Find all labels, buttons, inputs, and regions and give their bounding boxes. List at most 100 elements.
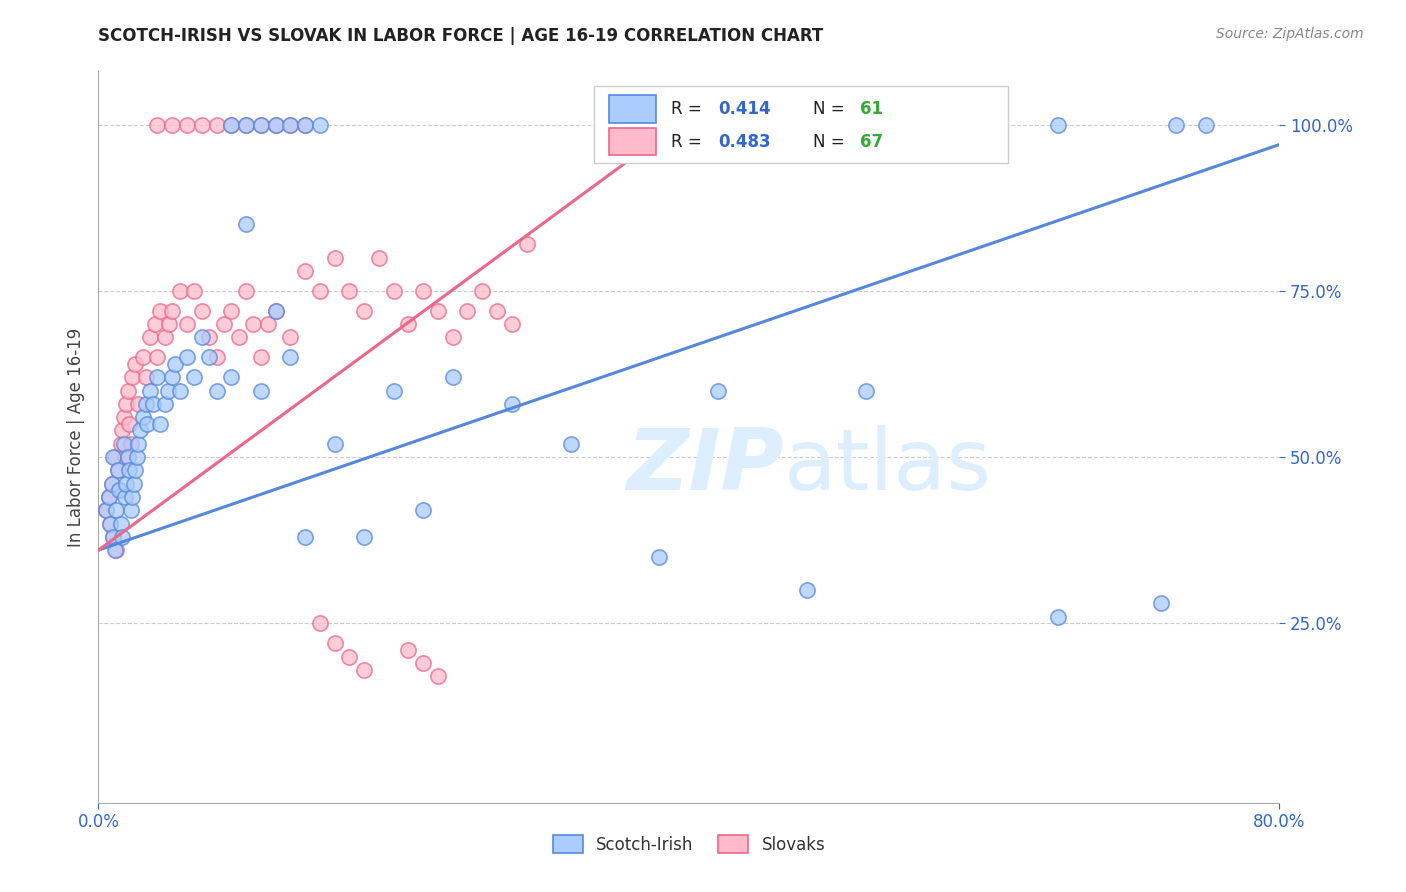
Point xyxy=(149,417,172,431)
Point xyxy=(235,217,257,231)
Point xyxy=(441,370,464,384)
FancyBboxPatch shape xyxy=(609,95,655,122)
Point xyxy=(191,303,214,318)
Point xyxy=(280,118,302,132)
Point xyxy=(105,543,128,558)
Point xyxy=(97,490,120,504)
Point xyxy=(205,118,228,132)
Point xyxy=(412,656,434,670)
Point xyxy=(121,370,143,384)
Point xyxy=(250,118,273,132)
Point xyxy=(294,264,316,278)
Point xyxy=(1166,118,1188,132)
Point xyxy=(146,351,169,365)
Text: N =: N = xyxy=(813,133,849,151)
Point xyxy=(112,436,135,450)
Point xyxy=(153,397,176,411)
Point xyxy=(100,476,122,491)
Point xyxy=(118,463,141,477)
Point xyxy=(127,397,149,411)
Point xyxy=(1046,609,1070,624)
Point xyxy=(486,303,509,318)
Point xyxy=(162,370,183,384)
Point xyxy=(117,450,139,464)
Point xyxy=(176,317,198,331)
Point xyxy=(323,436,346,450)
Point xyxy=(97,490,120,504)
Point xyxy=(294,530,316,544)
Point xyxy=(235,284,257,298)
Point xyxy=(108,483,131,498)
Text: R =: R = xyxy=(671,133,707,151)
Point xyxy=(212,317,235,331)
Point xyxy=(264,118,287,132)
Point xyxy=(353,303,375,318)
Point xyxy=(309,284,332,298)
Text: 61: 61 xyxy=(860,100,883,118)
Point xyxy=(94,503,117,517)
Point xyxy=(353,530,375,544)
Point xyxy=(323,636,346,650)
Text: SCOTCH-IRISH VS SLOVAK IN LABOR FORCE | AGE 16-19 CORRELATION CHART: SCOTCH-IRISH VS SLOVAK IN LABOR FORCE | … xyxy=(98,27,824,45)
Point xyxy=(139,330,162,344)
Point xyxy=(353,663,375,677)
Point xyxy=(257,317,280,331)
Point xyxy=(441,330,464,344)
Point xyxy=(115,476,138,491)
Point xyxy=(398,643,420,657)
Point xyxy=(264,118,287,132)
Point xyxy=(135,370,157,384)
Point xyxy=(235,118,257,132)
Point xyxy=(139,384,162,398)
Point xyxy=(104,543,127,558)
Point xyxy=(294,118,316,132)
Point xyxy=(169,284,191,298)
Point xyxy=(157,317,180,331)
Legend: Scotch-Irish, Slovaks: Scotch-Irish, Slovaks xyxy=(546,829,832,860)
Text: 0.414: 0.414 xyxy=(718,100,770,118)
Point xyxy=(294,118,316,132)
Point xyxy=(221,303,243,318)
Point xyxy=(117,384,139,398)
Point xyxy=(176,118,198,132)
Point xyxy=(235,118,257,132)
Point xyxy=(309,118,332,132)
Point xyxy=(125,450,148,464)
Point xyxy=(309,616,332,631)
Text: R =: R = xyxy=(671,100,707,118)
Point xyxy=(501,317,523,331)
Point xyxy=(105,503,128,517)
Point xyxy=(122,476,145,491)
Point xyxy=(368,251,391,265)
Point xyxy=(1195,118,1218,132)
Point xyxy=(176,351,198,365)
Point xyxy=(382,384,405,398)
Point xyxy=(707,384,730,398)
Point xyxy=(412,284,434,298)
Point xyxy=(114,450,136,464)
Point xyxy=(108,483,131,498)
Point xyxy=(501,397,523,411)
Point xyxy=(120,503,142,517)
Text: 67: 67 xyxy=(860,133,883,151)
Point xyxy=(136,417,159,431)
Point xyxy=(132,410,155,425)
Point xyxy=(191,330,214,344)
Point xyxy=(111,424,134,438)
Point xyxy=(398,317,420,331)
Y-axis label: In Labor Force | Age 16-19: In Labor Force | Age 16-19 xyxy=(66,327,84,547)
Point xyxy=(280,330,302,344)
Point xyxy=(339,284,361,298)
Point xyxy=(162,303,183,318)
Point xyxy=(280,118,302,132)
Point xyxy=(221,118,243,132)
Point xyxy=(339,649,361,664)
Point xyxy=(183,284,205,298)
FancyBboxPatch shape xyxy=(609,128,655,155)
Point xyxy=(1046,118,1070,132)
Point xyxy=(107,463,129,477)
Text: atlas: atlas xyxy=(783,425,991,508)
Text: Source: ZipAtlas.com: Source: ZipAtlas.com xyxy=(1216,27,1364,41)
Point xyxy=(205,384,228,398)
Point xyxy=(124,357,146,371)
